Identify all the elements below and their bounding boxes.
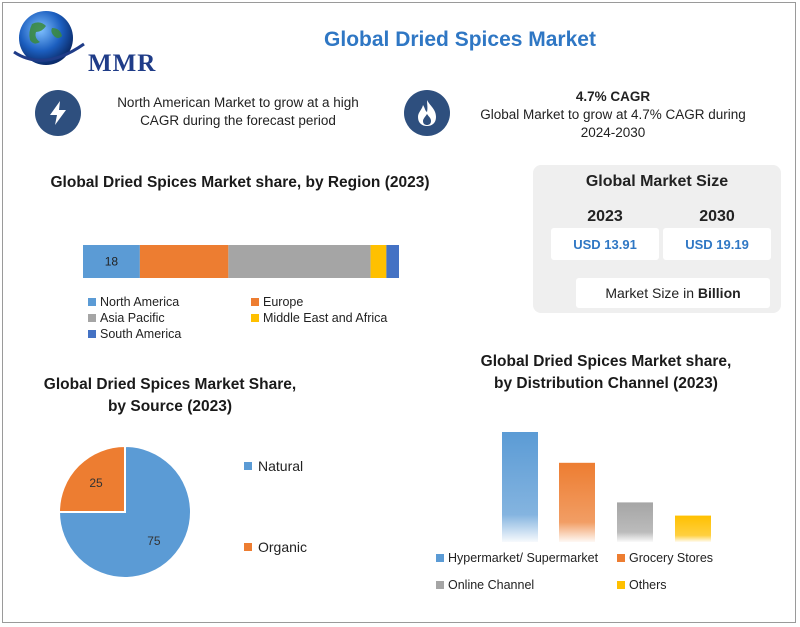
market-size-title: Global Market Size [585, 173, 729, 190]
cagr-heading: 4.7% CAGR [575, 89, 651, 104]
flame-icon [404, 90, 450, 136]
legend-item-natural: Natural [244, 458, 303, 474]
legend-label: Europe [263, 295, 304, 309]
legend-swatch [88, 330, 96, 338]
unit-text: Market Size in [605, 285, 698, 301]
legend-item-asia-pacific: Asia Pacific [88, 311, 165, 325]
lightning-icon [35, 90, 81, 136]
legend-label: Natural [258, 458, 304, 474]
legend-swatch [251, 298, 259, 306]
legend-item-europe: Europe [251, 295, 303, 309]
cagr-text: Global Market to grow at 4.7% CAGR durin… [480, 107, 746, 140]
legend-swatch [251, 314, 259, 322]
legend-item-north-america: North America [88, 295, 179, 309]
region-bar-label-north-america: 18 [105, 255, 119, 269]
legend-swatch [244, 462, 252, 470]
market-size-card: Global Market Size 2023 2030 USD 13.91 U… [533, 165, 781, 313]
region-chart-title: Global Dried Spices Market share, by Reg… [50, 174, 430, 191]
market-size-unit: Market Size in Billion [576, 278, 770, 308]
year-2023: 2023 [587, 208, 623, 225]
legend-label: Middle East and Africa [263, 311, 388, 325]
channel-bar-others [675, 515, 711, 542]
legend-item-online-channel: Online Channel [436, 578, 534, 592]
legend-label: Grocery Stores [629, 551, 714, 565]
region-bar-middle-east-and-africa [370, 245, 387, 278]
mmr-logo: MMR [10, 8, 160, 77]
value-2030: USD 19.19 [663, 228, 771, 260]
legend-label: Asia Pacific [100, 311, 165, 325]
legend-label: Others [629, 578, 667, 592]
legend-swatch [436, 581, 444, 589]
legend-item-south-america: South America [88, 327, 181, 341]
legend-item-middle-east-and-africa: Middle East and Africa [251, 311, 387, 325]
legend-label: Online Channel [448, 578, 535, 592]
logo-text: MMR [88, 50, 157, 77]
channel-bar-online-channel [617, 502, 653, 542]
channel-chart-title: Global Dried Spices Market share, by Dis… [480, 353, 732, 392]
legend-label: South America [100, 327, 182, 341]
source-pie-chart: 75 25 [57, 444, 192, 579]
north-america-note: North American Market to grow at a high … [117, 95, 359, 128]
pie-label-organic: 25 [89, 476, 103, 490]
legend-swatch [617, 581, 625, 589]
pie-slice-organic [57, 444, 126, 513]
pie-slice-natural [57, 444, 192, 579]
legend-swatch [88, 314, 96, 322]
globe-icon [13, 11, 85, 65]
region-stacked-bar-chart: 18 [83, 245, 399, 278]
region-bar-asia-pacific [228, 245, 371, 278]
legend-label: North America [100, 295, 180, 309]
legend-swatch [244, 543, 252, 551]
year-2030: 2030 [699, 208, 735, 225]
cagr-note: 4.7% CAGR Global Market to grow at 4.7% … [468, 88, 758, 142]
legend-label: Hypermarket/ Supermarket [448, 551, 599, 565]
legend-swatch [88, 298, 96, 306]
legend-swatch [617, 554, 625, 562]
value-2023: USD 13.91 [551, 228, 659, 260]
page-title: Global Dried Spices Market [324, 28, 596, 51]
legend-item-organic: Organic [244, 539, 307, 555]
legend-item-hypermarket-supermarket: Hypermarket/ Supermarket [436, 551, 598, 565]
region-bar-europe [139, 245, 229, 278]
pie-label-natural: 75 [147, 534, 161, 548]
region-bar-north-america [83, 245, 140, 278]
unit-bold: Billion [697, 285, 741, 301]
source-chart-title: Global Dried Spices Market Share, by Sou… [43, 376, 297, 415]
channel-bar-chart [502, 432, 711, 542]
legend-item-others: Others [617, 578, 667, 592]
channel-bar-hypermarket-supermarket [502, 432, 538, 542]
legend-label: Organic [258, 539, 308, 555]
legend-item-grocery-stores: Grocery Stores [617, 551, 713, 565]
legend-swatch [436, 554, 444, 562]
region-bar-south-america [386, 245, 399, 278]
channel-bar-grocery-stores [559, 462, 595, 542]
